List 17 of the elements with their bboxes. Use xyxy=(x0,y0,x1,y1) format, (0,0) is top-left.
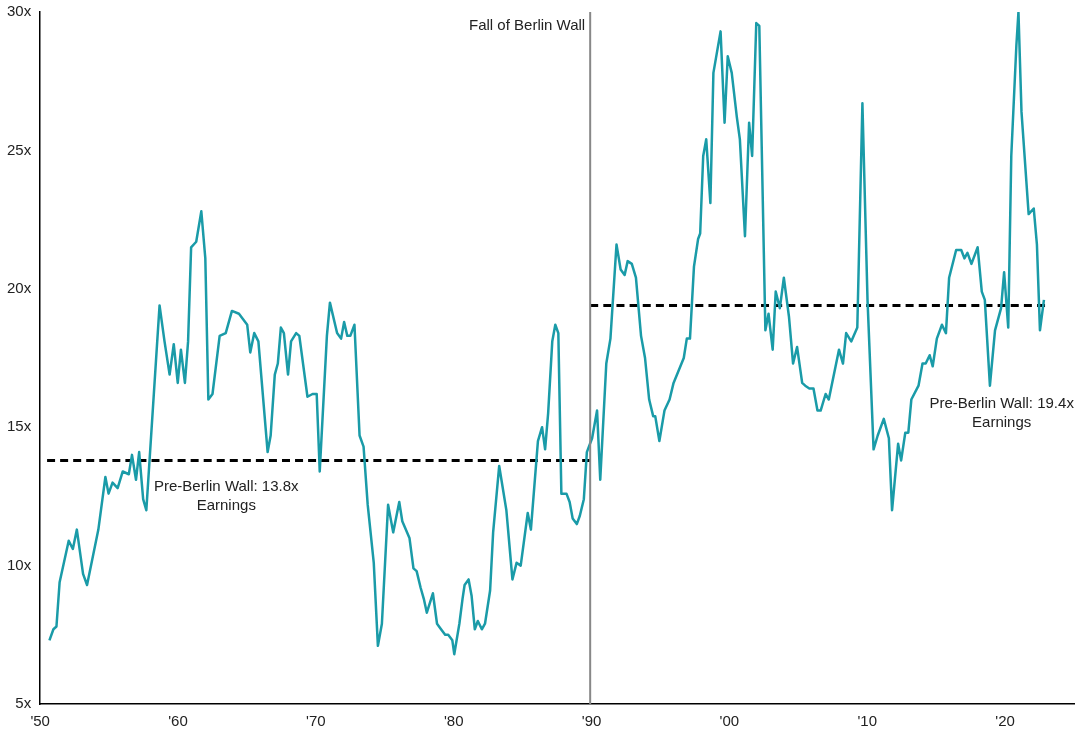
x-tick-label: '80 xyxy=(443,712,464,730)
y-tick-label: 10x xyxy=(7,555,32,573)
x-tick-label: '90 xyxy=(581,712,602,730)
y-tick-label: 25x xyxy=(7,140,32,158)
y-tick-label: 15x xyxy=(7,417,32,435)
x-tick-label: '70 xyxy=(306,712,326,730)
x-tick-label: '00 xyxy=(719,712,740,730)
y-tick-label: 30x xyxy=(7,2,32,20)
x-tick-label: '20 xyxy=(995,712,1015,730)
x-tick-label: '60 xyxy=(168,712,188,730)
x-tick-label: '10 xyxy=(857,712,878,730)
annotation: Pre-Berlin Wall: 19.4x Earnings xyxy=(929,394,1075,430)
x-tick-label: '50 xyxy=(30,712,50,730)
ref-line-label: Fall of Berlin Wall xyxy=(469,15,586,33)
y-tick-label: 20x xyxy=(7,278,32,296)
annotation: Pre-Berlin Wall: 13.8x Earnings xyxy=(154,477,300,514)
y-tick-label: 5x xyxy=(15,694,32,712)
